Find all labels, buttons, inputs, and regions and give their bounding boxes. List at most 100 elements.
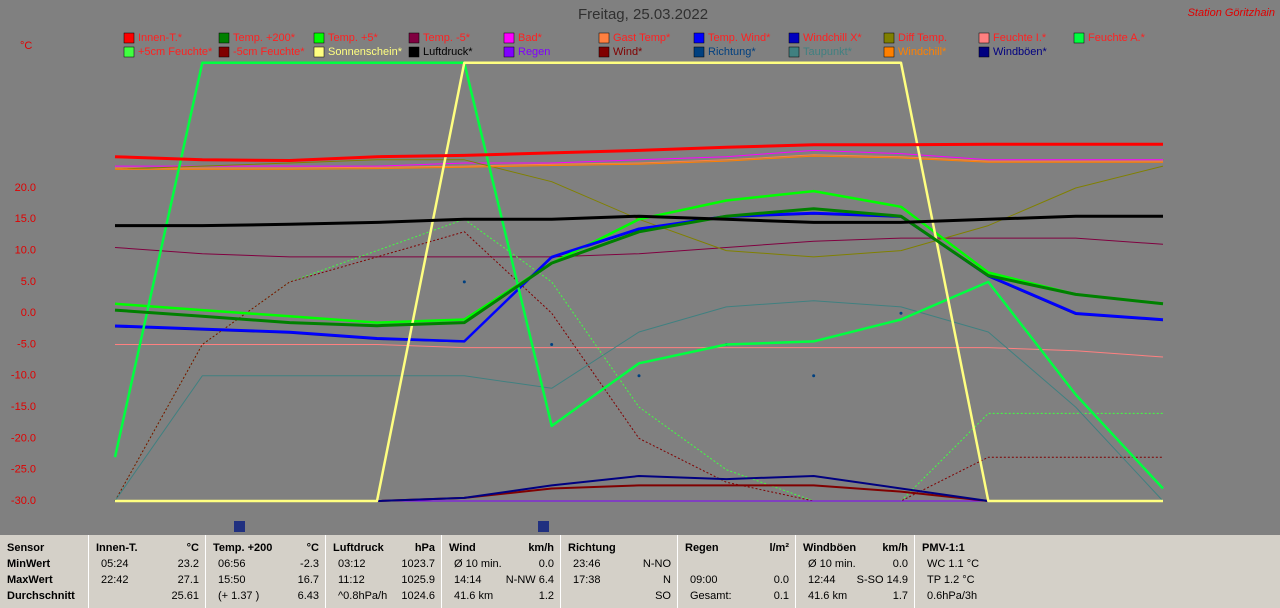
legend-swatch <box>788 46 800 58</box>
column-header: Sensor <box>7 542 45 554</box>
sun-icon <box>538 521 549 532</box>
statistics-table: Sensor MinWert MaxWert Durchschnitt Innen-T.… <box>0 535 1280 608</box>
stat-value: 14:14 <box>454 574 482 586</box>
stat-value: TP 1.2 °C <box>927 574 975 586</box>
stat-value: 09:00 <box>690 574 718 586</box>
stat-value: 16.7 <box>297 574 319 586</box>
stat-value: 1025.9 <box>401 574 435 586</box>
legend-label: Sonnenschein* <box>328 46 403 58</box>
stat-value: 22:42 <box>101 574 129 586</box>
stat-value: 6.43 <box>297 590 319 602</box>
stat-panel: Windböen km/h Ø 10 min. 0.0 12:44 S-SO 14.9 41… <box>795 535 914 608</box>
legend-label: Temp. +200* <box>233 32 296 44</box>
stat-value: 1.7 <box>892 590 908 602</box>
data-point <box>637 374 641 378</box>
legend-swatch <box>693 32 705 44</box>
chart-title: Freitag, 25.03.2022 <box>578 6 708 23</box>
column-header: Richtung <box>568 542 616 554</box>
stat-panel: Regen l/m² 09:00 0.0 Gesamt: 0.1 <box>677 535 795 608</box>
series-line <box>114 207 1164 328</box>
series-line <box>115 154 1163 169</box>
legend-swatch <box>693 46 705 58</box>
chart: Freitag, 25.03.2022 Station Göritzhain °… <box>0 0 1280 535</box>
stat-value: 15:50 <box>218 574 246 586</box>
stat-value: 0.0 <box>538 558 554 570</box>
data-point <box>899 311 903 315</box>
series-line <box>113 61 1164 490</box>
series-line <box>115 344 1164 358</box>
series-line <box>115 61 1163 503</box>
stat-value: S-SO 14.9 <box>856 574 908 586</box>
legend-swatch <box>503 46 515 58</box>
legend-swatch <box>883 46 895 58</box>
legend-swatch <box>218 46 230 58</box>
stat-value: 1023.7 <box>401 558 435 570</box>
stat-value: 06:56 <box>218 558 246 570</box>
column-header: PMV-1:1 <box>922 542 965 554</box>
legend-label: Gast Temp* <box>613 32 671 44</box>
legend-swatch <box>503 32 515 44</box>
legend-label: Temp. -5* <box>423 32 471 44</box>
y-tick-label: -20.0 <box>11 432 36 444</box>
stat-value: 12:44 <box>808 574 836 586</box>
column-header: Wind <box>449 542 476 554</box>
legend-swatch <box>788 32 800 44</box>
legend-swatch <box>598 32 610 44</box>
data-point <box>812 374 816 378</box>
stat-value: 41.6 km <box>808 590 848 602</box>
stat-panel: Wind km/h Ø 10 min. 0.0 14:14 N-NW 6.4 41.6 km… <box>441 535 560 608</box>
column-header: km/h <box>528 542 554 554</box>
legend-swatch <box>408 46 420 58</box>
chart-background <box>0 0 1280 535</box>
series-line <box>114 231 1163 502</box>
stat-value: N <box>663 574 671 586</box>
legend-swatch <box>218 32 230 44</box>
stat-value: 0.0 <box>892 558 908 570</box>
stat-value: Gesamt: <box>690 590 732 602</box>
column-header: Regen <box>685 542 719 554</box>
stat-value: 23:46 <box>573 558 601 570</box>
moon-icon <box>234 521 245 532</box>
stat-value: -2.3 <box>300 558 319 570</box>
legend-label: Windchill X* <box>803 32 862 44</box>
y-tick-label: 10.0 <box>15 245 36 257</box>
series-line <box>115 149 1163 167</box>
legend-swatch <box>883 32 895 44</box>
legend-swatch <box>978 46 990 58</box>
legend-swatch <box>978 32 990 44</box>
data-point <box>462 280 466 284</box>
series-line <box>114 218 1163 502</box>
series-line <box>114 300 1164 502</box>
stat-panel: Innen-T. °C 05:24 23.2 22:42 27.1 25.61 <box>88 535 205 608</box>
y-tick-label: -30.0 <box>11 495 36 507</box>
column-header: Luftdruck <box>333 542 384 554</box>
y-tick-label: 20.0 <box>15 182 36 194</box>
legend-label: Windböen* <box>993 46 1048 58</box>
stat-value: Ø 10 min. <box>454 558 502 570</box>
legend-label: Feuchte A.* <box>1088 32 1146 44</box>
legend-label: Windchill* <box>898 46 947 58</box>
stat-panel: Sensor MinWert MaxWert Durchschnitt <box>0 535 88 608</box>
y-tick-label: -15.0 <box>11 401 36 413</box>
stat-value: 0.0 <box>773 574 789 586</box>
legend-swatch <box>1073 32 1085 44</box>
column-header: Windböen <box>803 542 857 554</box>
stat-value: 41.6 km <box>454 590 494 602</box>
column-header: MinWert <box>7 558 51 570</box>
column-header: °C <box>306 542 319 554</box>
legend-swatch <box>408 32 420 44</box>
stat-value: 11:12 <box>338 574 365 586</box>
y-tick-label: -25.0 <box>11 464 36 476</box>
y-tick-label: 15.0 <box>15 213 36 225</box>
column-header: Temp. +200 <box>213 542 273 554</box>
legend-label: Innen-T.* <box>138 32 183 44</box>
column-header: km/h <box>882 542 908 554</box>
stat-value: 25.61 <box>171 590 199 602</box>
stat-panel: Richtung 23:46 N-NO 17:38 N SO <box>560 535 677 608</box>
legend-label: Richtung* <box>708 46 756 58</box>
y-tick-label: 0.0 <box>21 307 36 319</box>
legend-swatch <box>313 46 325 58</box>
column-header: MaxWert <box>7 574 53 586</box>
column-header: Innen-T. <box>96 542 138 554</box>
